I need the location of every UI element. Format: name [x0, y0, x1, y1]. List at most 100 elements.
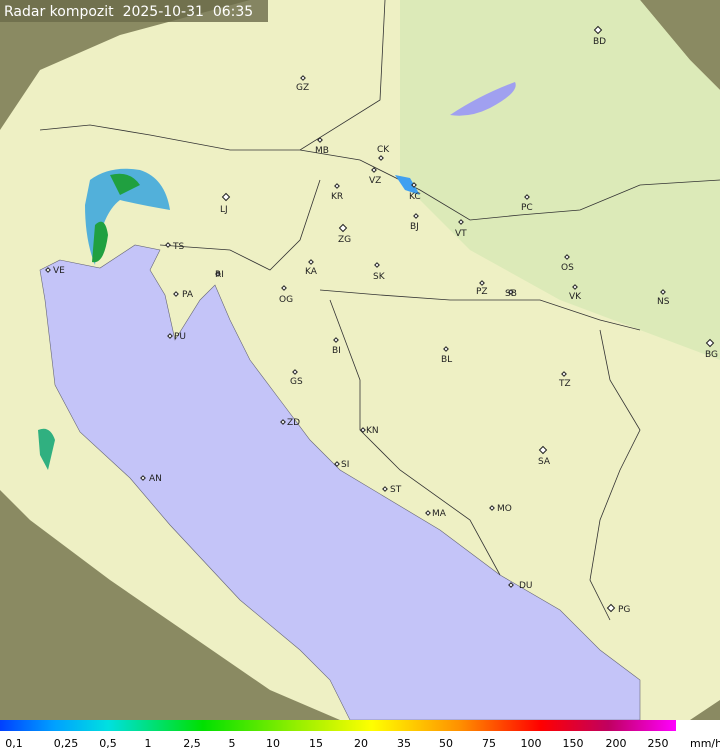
city-marker — [413, 213, 419, 219]
city-label: NS — [657, 297, 670, 307]
city-marker — [338, 223, 348, 233]
city-marker — [308, 259, 314, 265]
city-label: LJ — [220, 205, 228, 215]
city-marker — [221, 192, 231, 202]
city-marker — [167, 333, 173, 339]
city-label: KA — [305, 267, 318, 277]
city-label: ZG — [338, 235, 351, 245]
city-marker — [280, 419, 286, 425]
city-label: BD — [593, 37, 606, 47]
city-marker — [593, 25, 603, 35]
city-label: MA — [432, 509, 447, 519]
city-marker — [378, 155, 384, 161]
legend-label: 100 — [521, 737, 542, 750]
city-label: MO — [497, 504, 512, 514]
city-marker — [317, 137, 323, 143]
city-marker — [479, 280, 485, 286]
city-marker — [564, 254, 570, 260]
legend-label: 0,1 — [5, 737, 23, 750]
city-label: VZ — [369, 176, 381, 186]
legend-label: 50 — [439, 737, 453, 750]
city-label: BG — [705, 350, 718, 360]
legend-label: 150 — [563, 737, 584, 750]
city-label: TS — [172, 242, 184, 252]
city-label: DU — [519, 581, 533, 591]
echo — [92, 173, 140, 263]
city-label: PU — [174, 332, 186, 342]
city-label: KR — [331, 192, 343, 202]
city-marker — [215, 271, 221, 277]
city-label: RI — [215, 270, 224, 280]
city-marker — [606, 603, 616, 613]
city-marker — [382, 486, 388, 492]
city-label: VE — [53, 266, 65, 276]
city-label: OG — [279, 295, 293, 305]
city-marker — [173, 291, 179, 297]
city-label: SI — [341, 460, 349, 470]
borders — [39, 0, 720, 621]
city-marker — [333, 337, 339, 343]
city-marker — [489, 505, 495, 511]
city-marker — [45, 267, 51, 273]
city-label: PA — [182, 290, 194, 300]
city-label: SK — [373, 272, 386, 282]
city-marker — [660, 289, 666, 295]
legend-label: 2,5 — [183, 737, 201, 750]
city-marker — [508, 289, 514, 295]
city-label: ZD — [287, 418, 300, 428]
legend-label: 10 — [266, 737, 280, 750]
city-marker — [561, 371, 567, 377]
legend-label: 250 — [648, 737, 669, 750]
city-marker — [705, 338, 715, 348]
color-scale — [0, 720, 676, 731]
legend-label: 20 — [354, 737, 368, 750]
city-marker — [300, 75, 306, 81]
city-marker — [508, 582, 514, 588]
legend-label: 75 — [482, 737, 496, 750]
city-label: BL — [441, 355, 452, 365]
legend-unit: mm/h — [690, 737, 720, 750]
city-label: BI — [332, 346, 341, 356]
city-marker — [425, 510, 431, 516]
city-marker — [443, 346, 449, 352]
city-marker — [572, 284, 578, 290]
city-label: KN — [366, 426, 379, 436]
city-marker — [334, 461, 340, 467]
city-label: PC — [521, 203, 533, 213]
city-marker — [524, 194, 530, 200]
echo — [85, 168, 170, 265]
city-marker — [371, 167, 377, 173]
city-label: VK — [569, 292, 582, 302]
city-label: GS — [290, 377, 303, 387]
legend-label: 200 — [606, 737, 627, 750]
city-label: SA — [538, 457, 551, 467]
echo — [38, 428, 55, 470]
city-marker — [374, 262, 380, 268]
city-marker — [292, 369, 298, 375]
legend-label: 0,5 — [99, 737, 117, 750]
city-marker — [458, 219, 464, 225]
city-marker — [411, 182, 417, 188]
city-label: SB — [505, 289, 517, 299]
city-label: PG — [618, 605, 630, 615]
city-label: CK — [377, 145, 390, 155]
city-label: GZ — [296, 83, 309, 93]
city-marker — [140, 475, 146, 481]
city-label: PZ — [476, 287, 488, 297]
city-marker — [281, 285, 287, 291]
city-label: BJ — [410, 222, 419, 232]
city-marker — [334, 183, 340, 189]
legend-label: 0,25 — [54, 737, 79, 750]
cities: BD GZ MB CK VZ KR KC PC LJ BJ ZG VT TS VE OS KA SK RI PA PZ… — [45, 25, 718, 615]
city-label: MB — [315, 146, 329, 156]
legend-label: 35 — [397, 737, 411, 750]
city-label: VT — [455, 229, 467, 239]
city-label: TZ — [558, 379, 571, 389]
city-marker — [360, 427, 366, 433]
city-label: KC — [409, 192, 421, 202]
city-label: OS — [561, 263, 574, 273]
title-bg — [0, 0, 268, 22]
legend-label: 1 — [145, 737, 152, 750]
